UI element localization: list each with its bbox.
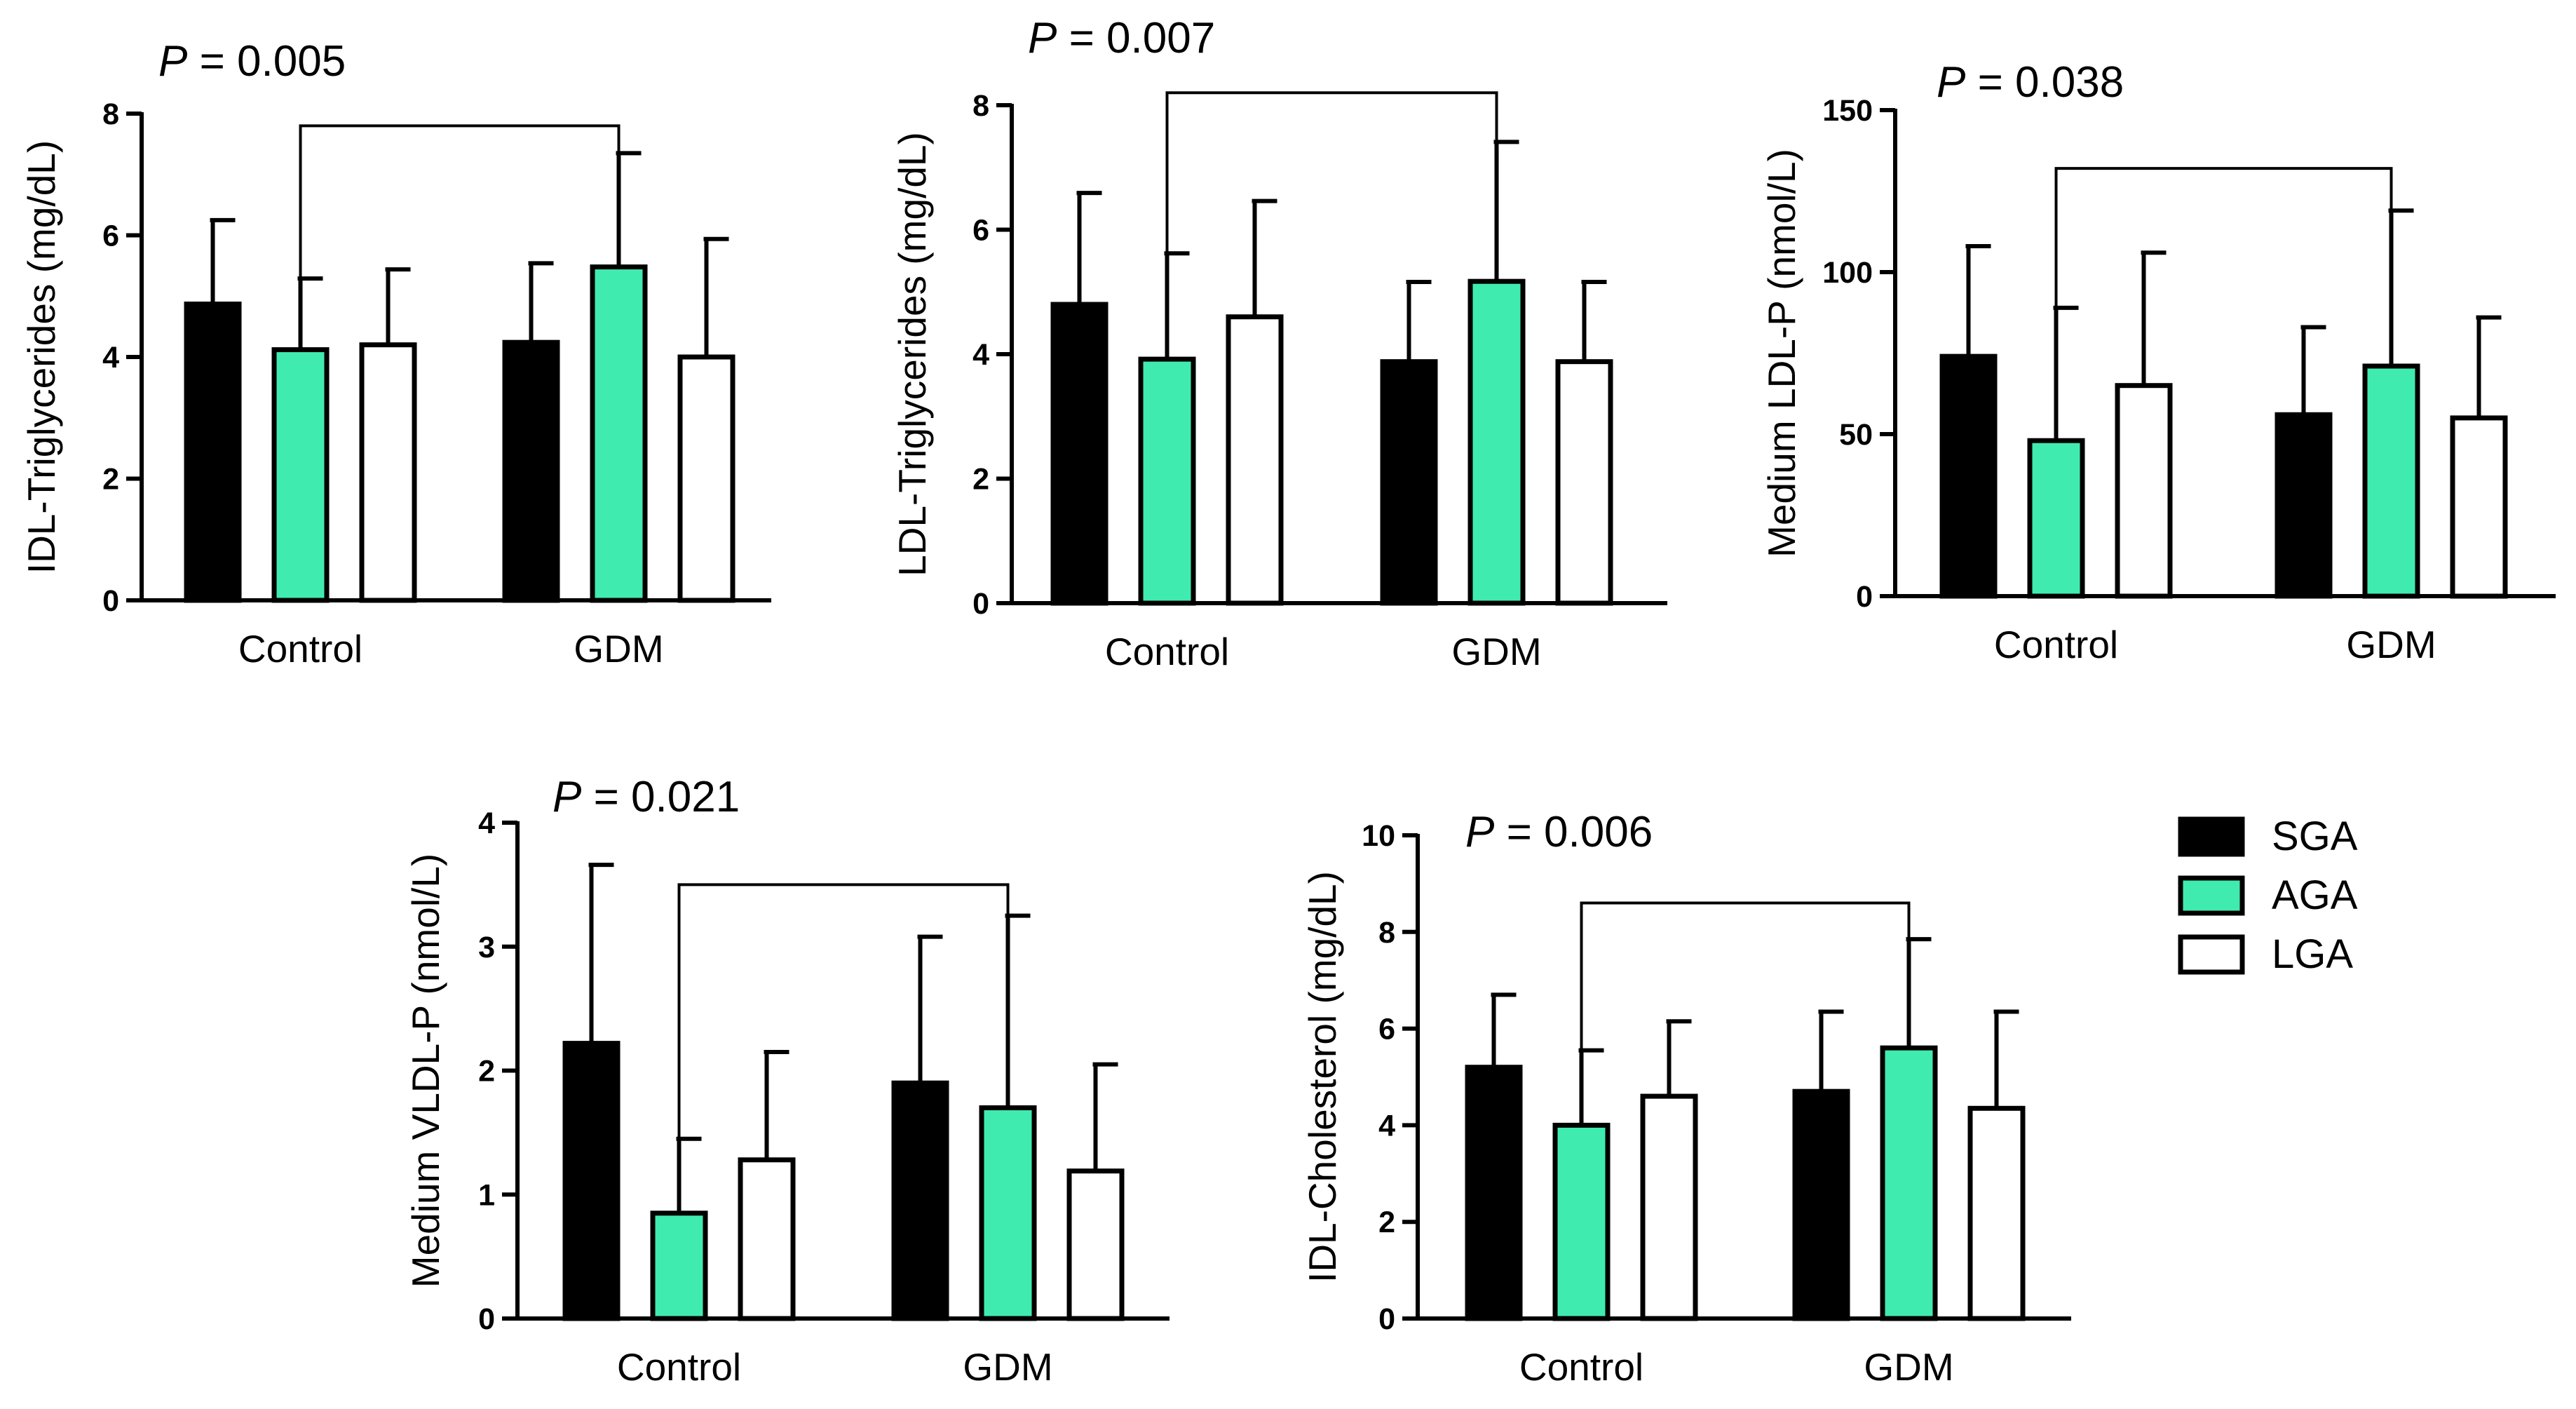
legend-label-lga: LGA [2272, 931, 2353, 977]
legend-label-aga: AGA [2272, 872, 2358, 918]
y-tick-label: 2 [478, 1055, 495, 1088]
bar-lga-control [359, 342, 417, 603]
bar-aga-control [1552, 1122, 1611, 1321]
legend-label-sga: SGA [2272, 814, 2358, 859]
y-tick-label: 6 [102, 220, 119, 253]
y-tick-label: 0 [972, 587, 989, 621]
legend-swatch-sga [2178, 816, 2245, 857]
y-axis-label: Medium VLDL-P (nmol/L) [404, 854, 447, 1288]
x-category-label: Control [617, 1345, 741, 1389]
x-category-label: GDM [963, 1345, 1052, 1389]
bar-aga-control [2027, 438, 2085, 599]
bar-sga-gdm [891, 1080, 949, 1321]
y-axis-label: Medium LDL-P (nmol/L) [1760, 149, 1803, 558]
bar-sga-control [1050, 302, 1109, 606]
x-category-label: GDM [1451, 630, 1541, 673]
bar-lga-control [1226, 314, 1284, 606]
bar-sga-gdm [1380, 359, 1438, 606]
y-tick-label: 1 [478, 1178, 495, 1212]
bar-sga-control [184, 302, 242, 603]
x-category-label: Control [1994, 623, 2118, 666]
bar-aga-gdm [1880, 1045, 1938, 1321]
bar-aga-control [650, 1211, 708, 1321]
y-tick-label: 0 [102, 584, 119, 618]
p-value-annotation: P = 0.006 [1465, 808, 1653, 856]
legend: SGA AGA LGA [2178, 814, 2358, 977]
y-tick-label: 2 [1378, 1206, 1395, 1239]
significance-bracket [1165, 91, 1498, 254]
bar-sga-gdm [502, 339, 560, 603]
bar-sga-control [562, 1041, 621, 1321]
y-tick-label: 10 [1362, 819, 1395, 853]
x-category-label: Control [1105, 630, 1229, 673]
x-category-label: Control [1519, 1345, 1643, 1389]
significance-bracket [677, 883, 1010, 1139]
y-tick-label: 4 [478, 807, 495, 840]
legend-swatch-aga [2178, 875, 2245, 916]
y-tick-label: 8 [102, 97, 119, 131]
bar-lga-gdm [2450, 415, 2508, 599]
p-value-annotation: P = 0.038 [1937, 58, 2124, 107]
chart-panel-2: 0 2 4 6 8 LDL-Triglycerides (mg/dL) Control GDM… [890, 14, 1667, 673]
x-category-label: GDM [1864, 1345, 1953, 1389]
bar-aga-gdm [979, 1105, 1037, 1321]
bar-lga-gdm [1967, 1105, 2026, 1321]
y-tick-label: 0 [1378, 1302, 1395, 1336]
y-tick-label: 50 [1839, 418, 1873, 452]
y-tick-label: 4 [102, 341, 119, 375]
bar-lga-gdm [1066, 1168, 1125, 1321]
p-value-annotation: P = 0.007 [1028, 14, 1215, 62]
bar-lga-gdm [677, 354, 735, 603]
bar-sga-control [1465, 1065, 1523, 1321]
y-tick-label: 8 [1378, 916, 1395, 950]
y-axis-label: LDL-Triglycerides (mg/dL) [890, 132, 934, 577]
bar-sga-gdm [1792, 1088, 1850, 1321]
y-axis-label: IDL-Cholesterol (mg/dL) [1301, 871, 1344, 1283]
y-tick-label: 0 [478, 1302, 495, 1336]
bar-sga-control [1939, 353, 1998, 599]
y-tick-label: 3 [478, 931, 495, 964]
y-tick-label: 150 [1822, 94, 1873, 128]
x-category-label: GDM [2346, 623, 2436, 666]
x-category-label: GDM [574, 627, 663, 670]
y-axis-label: IDL-Triglycerides (mg/dL) [20, 140, 63, 574]
y-tick-label: 2 [102, 463, 119, 497]
p-value-annotation: P = 0.021 [553, 773, 740, 821]
bar-lga-control [2115, 383, 2173, 599]
bar-sga-gdm [2275, 412, 2333, 599]
bar-aga-control [1138, 356, 1196, 606]
p-value-annotation: P = 0.005 [158, 37, 346, 86]
bar-aga-control [271, 347, 330, 603]
y-tick-label: 0 [1856, 580, 1873, 614]
bar-lga-control [1640, 1093, 1698, 1321]
chart-panel-3: 0 50 100 150 Medium LDL-P (nmol/L) Control GDM… [1760, 58, 2556, 666]
y-tick-label: 4 [1378, 1109, 1395, 1142]
bar-lga-control [738, 1157, 796, 1321]
significance-bracket [1580, 901, 1911, 1051]
y-tick-label: 6 [1378, 1013, 1395, 1046]
bar-lga-gdm [1555, 359, 1613, 606]
bar-aga-gdm [590, 264, 648, 603]
chart-panel-1: 0 2 4 6 8 IDL-Triglycerides (mg/dL) Control GDM… [20, 37, 771, 670]
y-tick-label: 100 [1822, 256, 1873, 290]
legend-swatch-lga [2178, 934, 2245, 975]
y-tick-label: 6 [972, 214, 989, 248]
chart-panel-5: 0 2 4 6 8 10 IDL-Cholesterol (mg/dL) Control GDM… [1301, 808, 2071, 1389]
y-tick-label: 4 [972, 338, 989, 372]
y-tick-label: 2 [972, 463, 989, 497]
x-category-label: Control [238, 627, 362, 670]
bar-aga-gdm [1467, 278, 1526, 606]
bar-aga-gdm [2362, 363, 2420, 599]
y-tick-label: 8 [972, 89, 989, 123]
significance-bracket [2054, 167, 2393, 308]
chart-panel-4: 0 1 2 3 4 Medium VLDL-P (nmol/L) Control GDM P =… [404, 773, 1170, 1389]
significance-bracket [299, 124, 621, 279]
